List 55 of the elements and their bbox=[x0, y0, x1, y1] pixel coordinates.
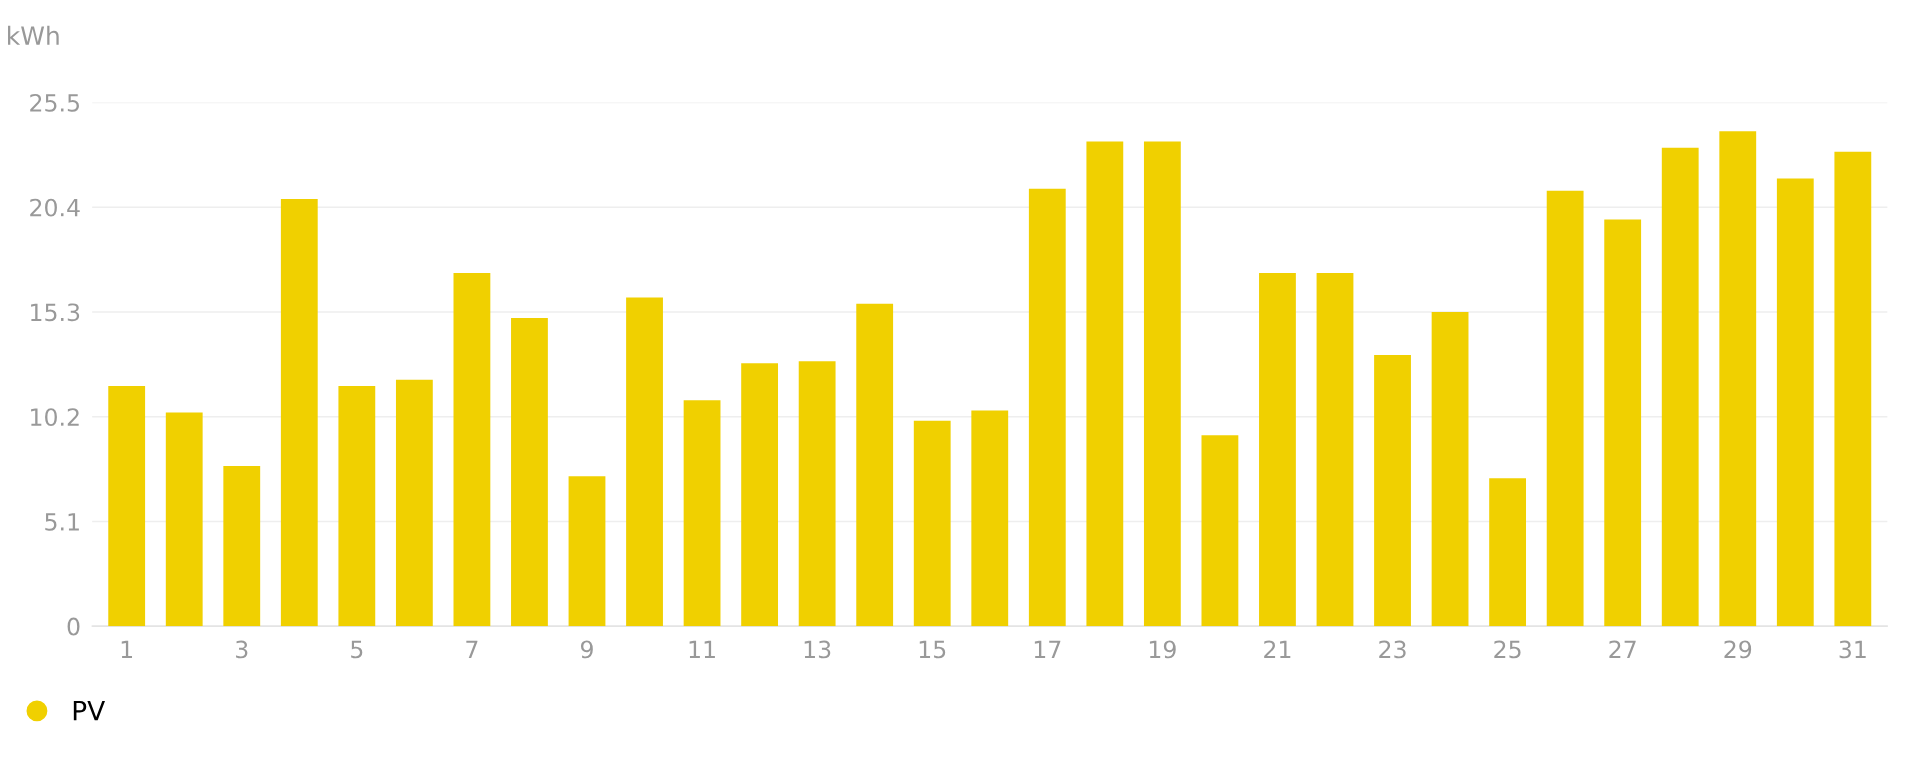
bar bbox=[453, 272, 491, 627]
x-tick-label: 29 bbox=[1724, 640, 1752, 659]
x-tick-label: 3 bbox=[236, 640, 248, 659]
bar bbox=[741, 363, 779, 627]
bar bbox=[108, 385, 146, 627]
bar bbox=[1201, 435, 1239, 627]
bar bbox=[1776, 178, 1814, 627]
bar bbox=[338, 385, 376, 627]
x-tick-label: 9 bbox=[580, 640, 593, 659]
bar bbox=[568, 476, 606, 627]
bar bbox=[683, 400, 721, 627]
bar bbox=[165, 412, 203, 627]
y-tick-label: 20.4 bbox=[30, 198, 80, 217]
bar bbox=[913, 420, 951, 627]
bar bbox=[1661, 147, 1699, 627]
y-tick-label: 0 bbox=[67, 617, 80, 636]
x-tick-label: 31 bbox=[1839, 640, 1866, 659]
bar bbox=[1028, 188, 1066, 627]
bar bbox=[280, 198, 318, 627]
x-tick-label: 11 bbox=[689, 640, 715, 658]
bar bbox=[1374, 355, 1411, 627]
y-tick-label: 5.1 bbox=[45, 513, 79, 531]
bar bbox=[1259, 272, 1296, 627]
x-tick-label: 21 bbox=[1264, 640, 1291, 658]
bar bbox=[395, 379, 433, 627]
bar bbox=[223, 465, 261, 627]
bar bbox=[798, 361, 836, 627]
y-axis-title: kWh bbox=[8, 25, 59, 45]
bar bbox=[856, 303, 894, 627]
bar bbox=[1546, 190, 1584, 627]
y-tick-label: 15.3 bbox=[31, 303, 80, 322]
bar bbox=[971, 410, 1009, 627]
x-tick-label: 7 bbox=[466, 640, 478, 658]
bar bbox=[1604, 219, 1642, 627]
bar bbox=[1719, 131, 1757, 627]
bar bbox=[1431, 311, 1469, 627]
bar bbox=[1834, 151, 1872, 627]
bar bbox=[626, 297, 663, 627]
legend-label: PV bbox=[73, 700, 105, 721]
y-tick-label: 10.2 bbox=[31, 408, 79, 426]
x-tick-label: 15 bbox=[919, 640, 946, 659]
x-tick-label: 23 bbox=[1379, 640, 1406, 659]
bar bbox=[1316, 272, 1354, 627]
x-tick-label: 17 bbox=[1034, 640, 1061, 658]
bar bbox=[511, 318, 548, 627]
x-tick-label: 1 bbox=[121, 640, 133, 658]
x-tick-label: 25 bbox=[1494, 640, 1521, 659]
x-tick-label: 5 bbox=[351, 640, 363, 659]
y-tick-label: 25.5 bbox=[30, 93, 79, 112]
bar bbox=[1489, 478, 1527, 627]
x-tick-label: 27 bbox=[1609, 640, 1636, 658]
x-tick-label: 19 bbox=[1149, 640, 1176, 659]
x-tick-label: 13 bbox=[804, 640, 831, 659]
bar bbox=[1143, 141, 1181, 627]
bar bbox=[1086, 141, 1124, 627]
